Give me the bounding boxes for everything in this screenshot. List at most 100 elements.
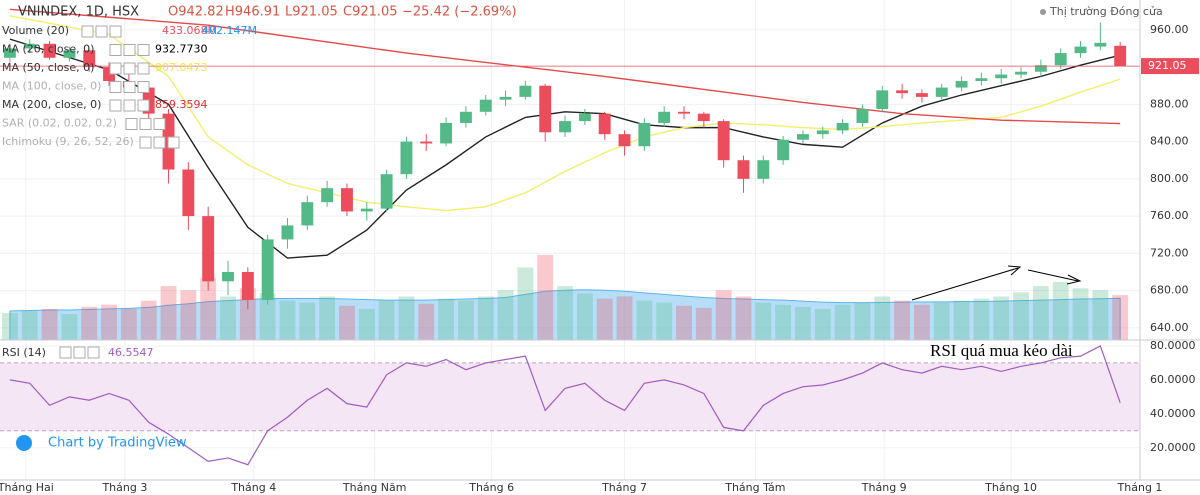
volume-bar (180, 290, 197, 340)
indicator-icon[interactable] (137, 81, 150, 93)
candle-body (638, 122, 651, 147)
candle-body (182, 169, 195, 217)
indicator-name: Ichimoku (9, 26, 52, 26) (2, 135, 134, 148)
candle-body (915, 93, 928, 97)
volume-bar (497, 290, 514, 340)
candle-body (559, 121, 571, 133)
indicator-icon[interactable] (123, 62, 136, 75)
candle-body (1094, 42, 1107, 47)
candle-body (757, 160, 770, 179)
indicator-icon[interactable] (123, 44, 136, 56)
x-tick-label: Tháng 6 (468, 481, 514, 494)
rsi-tick-label: 20.0000 (1150, 441, 1196, 454)
candle-body (63, 50, 76, 58)
candle-body (618, 134, 631, 147)
indicator-icon[interactable] (125, 118, 138, 130)
volume-bar (854, 302, 871, 340)
branding-text[interactable]: Chart by TradingView (48, 436, 187, 451)
indicator-value: 907.0473 (155, 61, 208, 74)
annotation: RSI quá mua kéo dài (930, 341, 1073, 360)
volume-bar (993, 296, 1010, 340)
last-price-label: 921.05 (1148, 59, 1187, 72)
y-tick-label: 640.00 (1150, 321, 1189, 334)
indicator-icon[interactable] (59, 346, 72, 359)
volume-bar (200, 277, 217, 340)
overlay-layer: 960.00 880.00 840.00 800.00 760.00 720.00 680.… (0, 5, 1199, 494)
rsi-title: RSI (14) (2, 346, 46, 359)
plot-layer (0, 0, 1141, 480)
volume-bar (220, 296, 236, 340)
volume-bar (21, 310, 38, 340)
candle-body (717, 121, 730, 161)
arrow-head (1007, 265, 1022, 276)
indicator-icon[interactable] (81, 25, 94, 38)
rsi-tick-label: 60.0000 (1150, 373, 1196, 386)
indicator-icon[interactable] (87, 346, 100, 359)
indicator-value: 433.068M (162, 24, 217, 37)
indicator-icon[interactable] (109, 25, 122, 38)
volume-bar (378, 300, 395, 340)
candle-body (578, 113, 591, 122)
candle-body (281, 225, 294, 240)
indicator-name: MA (100, close, 0) (2, 80, 101, 93)
volume-bar (814, 308, 831, 340)
candle-body (440, 122, 453, 144)
candle-body (459, 111, 472, 123)
volume-bar (795, 306, 811, 340)
indicator-icon[interactable] (109, 62, 122, 75)
indicator-icon[interactable] (137, 62, 150, 75)
y-tick-label: 960.00 (1150, 23, 1189, 36)
indicator-icon[interactable] (95, 25, 108, 38)
indicator-icon[interactable] (139, 136, 152, 149)
volume-bar (933, 302, 950, 340)
branding[interactable]: Chart by TradingView (16, 435, 187, 451)
rsi-line (9, 345, 1121, 466)
candle-body (103, 67, 115, 82)
ohlc-value: O942.82 (168, 5, 224, 20)
indicator-icon[interactable] (109, 44, 122, 56)
candle-body (341, 188, 353, 212)
candle-body (1015, 71, 1027, 75)
volume-bar (1032, 286, 1049, 340)
volume-bar (398, 296, 415, 340)
chart-title: VNINDEX, 1D, HSX (18, 5, 139, 20)
volume-bar (616, 296, 633, 340)
arrow-head (1066, 274, 1082, 285)
candle-body (23, 43, 36, 49)
candle-body (499, 96, 512, 100)
indicator-icon[interactable] (153, 136, 166, 149)
candle-body (598, 113, 611, 135)
indicator-icon[interactable] (123, 81, 136, 93)
candle-body (1054, 53, 1067, 66)
volume-bar (596, 298, 613, 340)
volume-bar (41, 308, 58, 340)
y-tick-label: 840.00 (1150, 135, 1189, 148)
candle-body (202, 216, 215, 282)
ohlc-value: L921.05 (285, 5, 338, 20)
indicator-icon[interactable] (137, 44, 150, 56)
volume-bar (676, 305, 692, 340)
x-tick-label: Tháng Hai (0, 481, 54, 494)
indicator-value: 402.147M (202, 24, 257, 37)
volume-bar (239, 288, 256, 340)
x-tick-label: Tháng 10 (984, 481, 1037, 494)
volume-bar (1092, 290, 1109, 340)
volume-bar (160, 286, 177, 340)
indicator-icon[interactable] (73, 346, 86, 359)
indicator-icon[interactable] (167, 136, 180, 149)
indicator-icon[interactable] (109, 99, 122, 112)
candle-body (1074, 46, 1087, 54)
volume-bar (477, 296, 494, 340)
indicator-icon[interactable] (153, 118, 166, 130)
volume-bar (894, 300, 911, 340)
candle-body (678, 111, 690, 114)
indicator-icon[interactable] (139, 118, 152, 130)
indicator-icon[interactable] (109, 81, 122, 93)
candle-body (301, 202, 314, 226)
indicator-name: MA (50, close, 0) (2, 61, 94, 74)
y-tick-label: 760.00 (1150, 209, 1189, 222)
indicator-value: 932.7730 (155, 43, 208, 56)
indicator-icon[interactable] (123, 99, 136, 112)
rsi-band (0, 362, 1140, 431)
indicator-icon[interactable] (137, 99, 150, 112)
